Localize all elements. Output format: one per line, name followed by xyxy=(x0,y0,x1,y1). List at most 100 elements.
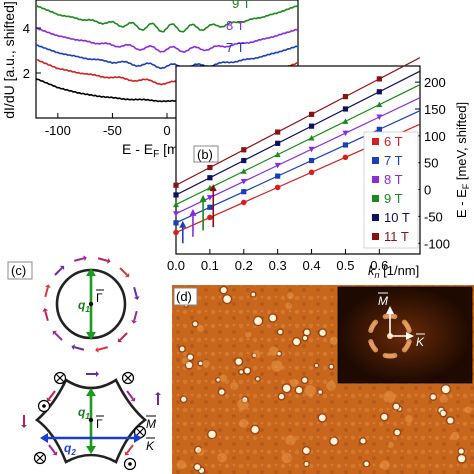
bright-patch xyxy=(285,302,293,310)
data-point xyxy=(308,134,315,141)
data-point xyxy=(274,151,281,158)
symbol-cross xyxy=(124,374,132,382)
bright-patch xyxy=(450,431,460,441)
panel-b-xlabel-main: k xyxy=(368,263,376,278)
spin-arrow xyxy=(54,267,63,276)
level-arrowhead xyxy=(189,208,197,216)
panel-b-xtick-label: 0.6 xyxy=(370,258,388,273)
panel-a-curve-label: 9 T xyxy=(232,0,251,11)
panel-b-label-box xyxy=(193,145,219,163)
legend-label: 8 T xyxy=(384,172,403,187)
bright-patch xyxy=(380,460,390,470)
data-point xyxy=(173,182,179,188)
panel-b-xlabel-unit: [1/nm] xyxy=(380,263,420,278)
q1-label-bottom-main: q xyxy=(78,405,86,419)
data-point xyxy=(274,162,281,169)
stm-adatoms xyxy=(176,285,472,474)
adatom xyxy=(195,447,202,453)
fft-axis-m-head xyxy=(386,306,394,314)
bright-patch xyxy=(290,378,298,387)
curve-8t xyxy=(36,27,298,53)
bright-patch xyxy=(217,452,228,463)
data-point xyxy=(206,195,213,201)
bright-patch xyxy=(196,447,205,456)
symbol-cross xyxy=(56,374,64,382)
bright-patch xyxy=(387,441,394,448)
adatom xyxy=(269,314,277,322)
fft-ring-spot xyxy=(401,347,408,353)
data-point xyxy=(274,184,281,191)
adatom xyxy=(278,394,285,400)
adatom xyxy=(440,410,446,416)
legend-label: 7 T xyxy=(384,153,403,168)
adatom xyxy=(282,384,291,392)
spin-arrowhead xyxy=(96,371,99,377)
data-point xyxy=(275,173,281,179)
panel-b-xticks: 0.0 0.1 0.2 0.3 0.4 0.5 0.6 xyxy=(167,249,388,273)
m-label-c: M xyxy=(146,417,156,431)
panel-a-curves xyxy=(36,4,298,104)
bright-patch xyxy=(439,394,448,404)
q2-label: q2 xyxy=(64,441,76,457)
spin-arrowhead xyxy=(21,425,27,428)
adatom xyxy=(194,464,201,470)
panel-a-xtick-label: -50 xyxy=(103,123,122,138)
data-point xyxy=(376,126,382,132)
q1-arrowhead-up-bottom xyxy=(86,388,96,396)
q1-label-top-sub: 1 xyxy=(85,305,90,314)
panel-b-ytick-label: 150 xyxy=(424,102,446,117)
spin-arrowhead xyxy=(59,265,65,271)
q2-label-main: q xyxy=(64,441,72,455)
data-point xyxy=(376,76,382,82)
panel-b-xlabel-sub: n xyxy=(375,270,380,280)
bright-patch xyxy=(383,391,396,403)
adatom xyxy=(329,364,334,369)
spin-symbols xyxy=(33,371,147,471)
adatom xyxy=(394,429,400,436)
adatom xyxy=(458,448,464,454)
data-point xyxy=(342,94,349,100)
panel-a-ytick-label: 4 xyxy=(23,21,30,36)
adatom xyxy=(302,377,308,383)
data-point xyxy=(308,123,315,129)
data-point xyxy=(308,157,315,164)
gamma-point-bottom xyxy=(88,417,94,423)
panel-c-label-box xyxy=(7,261,33,280)
spin-arrow xyxy=(44,310,49,321)
spin-arrow xyxy=(48,444,56,454)
spin-arrow xyxy=(119,267,128,276)
bright-patch xyxy=(237,398,249,410)
level-arrowhead xyxy=(199,194,207,202)
adatom xyxy=(187,354,193,360)
panel-c-label: (c) xyxy=(11,263,26,278)
q1-arrowhead-up-top xyxy=(86,268,96,276)
panel-d-label-box xyxy=(173,287,198,306)
gamma-label-top: Γ xyxy=(96,291,103,305)
data-point xyxy=(275,140,281,146)
bright-patch xyxy=(285,435,296,446)
fft-spots xyxy=(368,313,412,359)
adatom xyxy=(330,437,338,445)
adatom xyxy=(319,329,326,336)
adatom xyxy=(318,414,326,422)
legend-label: 11 T xyxy=(384,229,409,244)
legend-label: 10 T xyxy=(384,210,410,225)
adatom xyxy=(219,389,225,395)
data-point xyxy=(173,229,179,236)
fft-ring-spot xyxy=(368,338,374,345)
panel-b-xtick-label: 0.4 xyxy=(303,258,321,273)
panel-a-yticks: 24 xyxy=(23,21,41,81)
data-point xyxy=(207,204,213,210)
panel-d-label: (d) xyxy=(176,289,192,304)
adatom xyxy=(302,335,308,341)
adatom xyxy=(216,378,220,382)
panel-b-xtick-label: 0.2 xyxy=(235,258,253,273)
adatom xyxy=(441,385,450,394)
legend-marker xyxy=(372,195,379,202)
data-point xyxy=(342,106,349,112)
symbol-dot xyxy=(128,462,132,466)
q2-label-sub: 2 xyxy=(70,448,76,457)
panel-b: 0.0 0.1 0.2 0.3 0.4 0.5 0.6 200 150 100 50 0 -50 -10… xyxy=(167,57,471,280)
spin-arrow xyxy=(74,346,85,351)
data-point xyxy=(342,130,349,137)
